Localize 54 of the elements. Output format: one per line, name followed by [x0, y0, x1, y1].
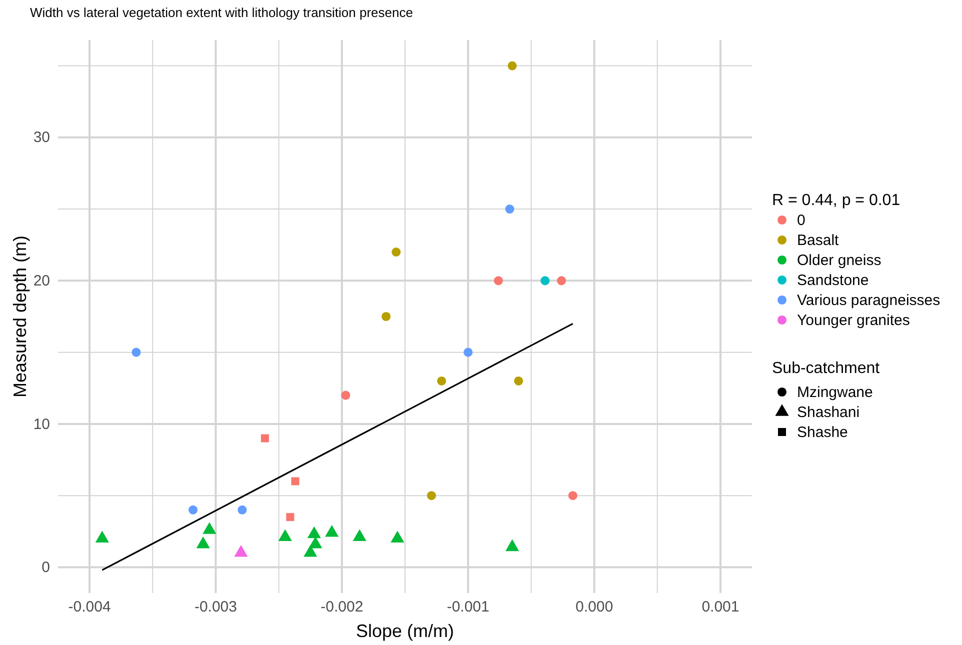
y-tick-label: 30	[33, 129, 50, 146]
point	[437, 376, 446, 386]
point	[341, 390, 350, 400]
point	[392, 248, 401, 257]
point	[505, 539, 520, 552]
point	[95, 530, 109, 542]
point	[260, 434, 269, 442]
point	[390, 530, 404, 542]
legend-label: Sandstone	[797, 272, 869, 289]
point	[286, 513, 294, 522]
text: Shashe	[797, 424, 848, 441]
point	[382, 312, 391, 322]
x-tick-label: 0.001	[702, 598, 740, 616]
x-tick-label: -0.002	[320, 598, 364, 616]
x-tick-label: -0.004	[68, 598, 111, 616]
point	[352, 529, 366, 542]
point	[556, 276, 566, 286]
point	[426, 491, 436, 500]
legend-title: R = 0.44, p = 0.01	[772, 192, 900, 209]
point	[132, 348, 141, 357]
x-axis-title: Slope (m/m)	[356, 621, 454, 641]
point	[568, 491, 578, 500]
legend-label: 0	[797, 212, 806, 229]
point	[514, 376, 524, 386]
point	[505, 204, 514, 214]
point	[325, 524, 339, 537]
x-tick-label: -0.001	[446, 598, 490, 616]
text: Mzingwane	[797, 384, 873, 401]
chart-title: Width vs lateral vegetation extent with lithology transition presence	[30, 5, 413, 20]
point	[540, 276, 550, 286]
x-tick-label: 0.000	[576, 598, 614, 616]
y-tick-label: 20	[33, 272, 50, 290]
point	[196, 536, 210, 548]
legend-label: Younger granites	[797, 312, 910, 329]
point	[464, 348, 473, 357]
point	[307, 526, 321, 538]
point	[238, 505, 247, 514]
y-tick-label: 0	[42, 559, 50, 576]
legend-label: Basalt	[797, 232, 840, 249]
x-tick-label: -0.003	[194, 598, 237, 616]
point	[304, 545, 318, 557]
y-tick-label: 10	[33, 416, 50, 433]
point	[291, 477, 300, 486]
legend-label: Various paragneisses	[797, 292, 940, 309]
point	[188, 505, 198, 514]
legend-label: Older gneiss	[797, 252, 882, 269]
point	[234, 545, 248, 557]
point	[278, 529, 292, 542]
point	[494, 276, 503, 286]
y-axis-title: Measured depth (m)	[10, 235, 30, 398]
text: Sub-catchment	[772, 360, 880, 377]
point	[308, 536, 322, 548]
text: Shashani	[797, 404, 860, 421]
point	[202, 522, 216, 534]
